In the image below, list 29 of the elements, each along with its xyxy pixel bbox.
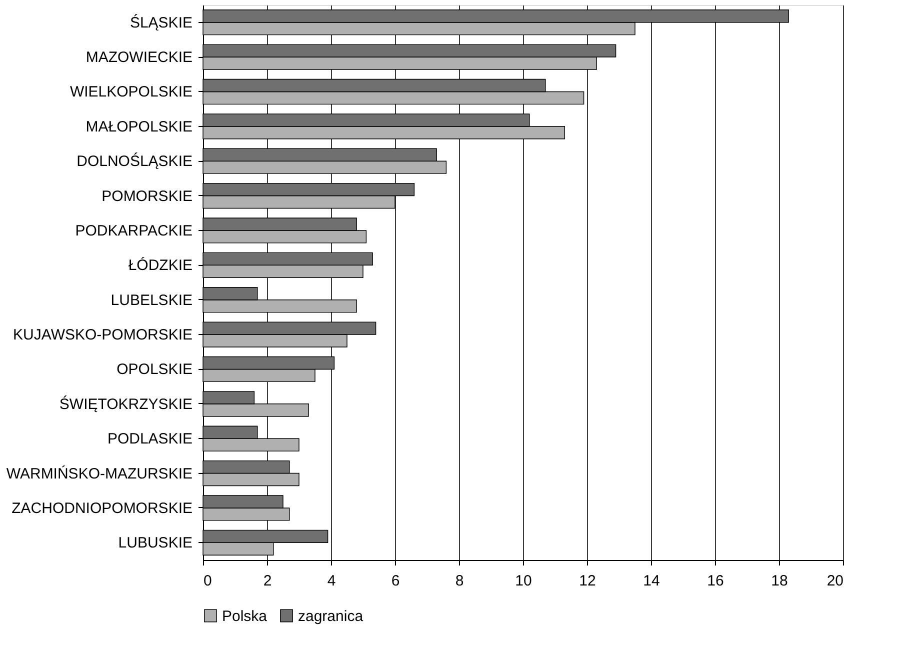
x-tick-label: 2 <box>263 572 272 590</box>
x-tick-label: 0 <box>204 572 212 590</box>
x-tick-label: 18 <box>771 572 788 590</box>
y-tick-label: OPOLSKIE <box>116 361 192 378</box>
y-tick-label: MAŁOPOLSKIE <box>86 118 192 136</box>
x-tick-label: 4 <box>327 572 336 590</box>
y-tick-label: LUBELSKIE <box>110 292 192 309</box>
y-tick-label: WIELKOPOLSKIE <box>70 84 192 101</box>
x-tick-label: 12 <box>579 572 596 590</box>
y-tick-label: MAZOWIECKIE <box>86 49 192 66</box>
x-tick-label: 6 <box>391 572 400 590</box>
y-tick-label: LUBUSKIE <box>118 534 192 552</box>
y-tick-label: KUJAWSKO-POMORSKIE <box>13 326 192 344</box>
y-tick-label: ŚWIĘTOKRZYSKIE <box>59 394 192 413</box>
legend-label: Polska <box>222 608 268 625</box>
y-tick-label: PODLASKIE <box>107 430 192 448</box>
y-tick-label: POMORSKIE <box>102 188 192 205</box>
legend-label: zagranica <box>298 608 364 625</box>
y-tick-label: WARMIŃSKO-MAZURSKIE <box>6 464 192 482</box>
y-tick-label: PODKARPACKIE <box>75 222 192 240</box>
x-tick-label: 10 <box>515 572 532 590</box>
y-tick-label: ŚLĄSKIE <box>130 13 192 32</box>
y-tick-label: DOLNOŚLĄSKIE <box>76 152 192 170</box>
x-tick-label: 8 <box>455 572 464 590</box>
x-tick-label: 20 <box>826 572 844 590</box>
x-tick-label: 16 <box>707 572 724 590</box>
y-tick-label: ŁÓDZKIE <box>128 256 192 274</box>
y-tick-label: ZACHODNIOPOMORSKIE <box>12 500 192 517</box>
x-tick-label: 14 <box>643 572 660 590</box>
